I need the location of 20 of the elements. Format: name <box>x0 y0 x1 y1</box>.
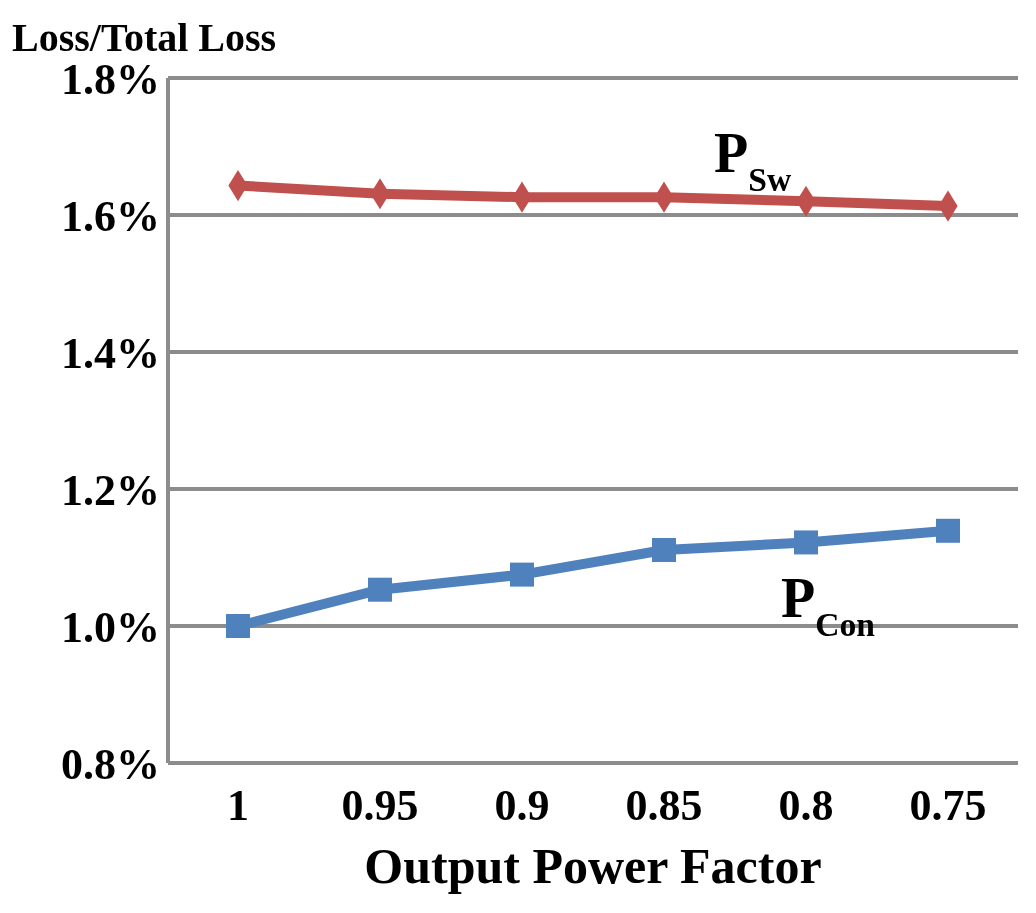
y-tick-label: 1.4% <box>61 328 160 378</box>
x-tick-label: 1 <box>227 781 249 831</box>
point <box>794 530 818 555</box>
point <box>510 562 534 587</box>
x-tick-label: 0.75 <box>909 781 987 831</box>
point <box>226 614 250 638</box>
y-tick-label: 0.8% <box>61 739 160 789</box>
x-tick-label: 0.85 <box>625 781 703 831</box>
series-label: P$_{Con}$ <box>781 567 876 643</box>
y-tick-label: 1.6% <box>61 191 160 241</box>
x-tick-label: 0.95 <box>341 781 419 831</box>
point <box>368 577 392 602</box>
x-tick-label: 0.9 <box>494 781 550 831</box>
x-tick-label: 0.8 <box>778 781 834 831</box>
y-tick-label: 1.0% <box>61 602 160 652</box>
x-axis-title: Output Power Factor <box>364 838 822 894</box>
point <box>652 537 676 562</box>
point <box>936 518 960 543</box>
series-label: P$_{Sw}$ <box>714 122 792 198</box>
y-tick-label: 1.2% <box>61 465 160 515</box>
